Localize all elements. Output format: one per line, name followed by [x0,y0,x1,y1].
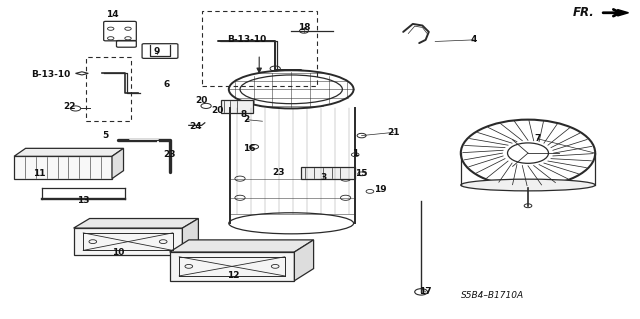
Text: 20: 20 [211,106,224,115]
Text: 12: 12 [227,271,240,280]
Text: 21: 21 [387,128,400,137]
FancyBboxPatch shape [301,167,355,179]
Polygon shape [170,240,314,252]
Text: 9: 9 [154,47,160,56]
Text: 7: 7 [534,134,541,143]
Text: 2: 2 [243,115,250,124]
Text: B-13-10: B-13-10 [31,70,70,78]
Text: 15: 15 [355,169,368,178]
Text: 5: 5 [102,131,109,140]
Polygon shape [618,10,628,16]
Text: 8: 8 [240,110,246,119]
Text: 3: 3 [320,173,326,182]
Ellipse shape [461,179,595,191]
Text: 23: 23 [272,168,285,177]
Text: 1: 1 [352,149,358,158]
Text: 10: 10 [112,248,125,256]
Polygon shape [294,240,314,281]
Text: 17: 17 [419,287,432,296]
Polygon shape [182,219,198,255]
Polygon shape [14,156,112,179]
Text: 14: 14 [106,10,118,19]
Text: 18: 18 [298,23,310,32]
Text: 22: 22 [63,102,76,111]
Text: 6: 6 [163,80,170,89]
Text: S5B4–B1710A: S5B4–B1710A [461,291,524,300]
Text: 24: 24 [189,122,202,130]
Text: 19: 19 [374,185,387,194]
Polygon shape [74,219,198,228]
Text: 4: 4 [470,35,477,44]
Text: 13: 13 [77,197,90,205]
Text: 16: 16 [243,144,256,153]
Text: 11: 11 [33,169,46,178]
Text: FR.: FR. [573,6,595,19]
FancyBboxPatch shape [221,100,253,113]
Polygon shape [74,228,182,255]
Text: B-13-10: B-13-10 [227,35,266,44]
Polygon shape [112,148,124,179]
Text: 23: 23 [163,150,176,159]
Text: 20: 20 [195,96,208,105]
Polygon shape [170,252,294,281]
Polygon shape [14,148,124,156]
